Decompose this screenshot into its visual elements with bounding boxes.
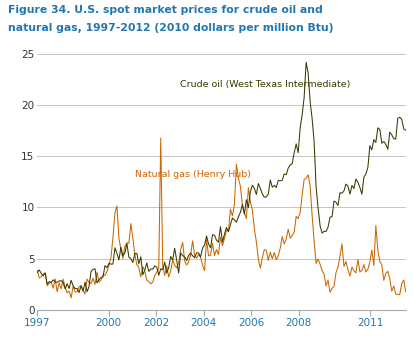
Text: Crude oil (West Texas Intermediate): Crude oil (West Texas Intermediate) [180, 80, 349, 89]
Text: natural gas, 1997-2012 (2010 dollars per million Btu): natural gas, 1997-2012 (2010 dollars per… [8, 23, 333, 33]
Text: Figure 34. U.S. spot market prices for crude oil and: Figure 34. U.S. spot market prices for c… [8, 5, 322, 15]
Text: Natural gas (Henry Hub): Natural gas (Henry Hub) [134, 170, 250, 179]
